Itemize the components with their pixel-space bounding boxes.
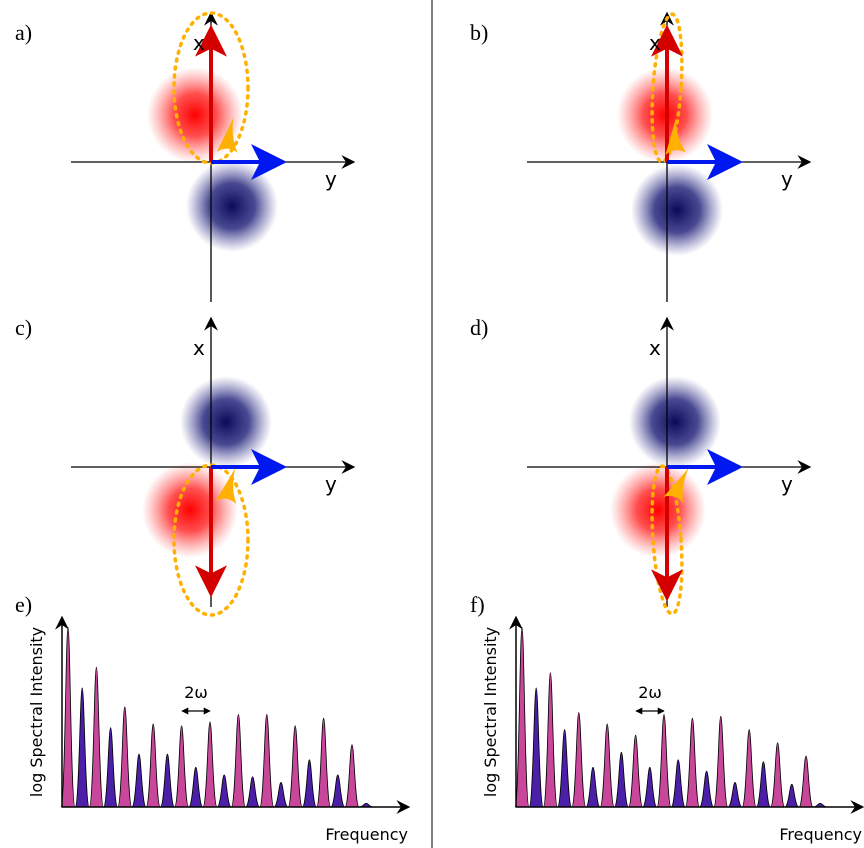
red-orbital (610, 462, 706, 558)
spectral-peak (245, 776, 260, 808)
panel-label: d) (470, 315, 488, 340)
axis-label: x (193, 336, 205, 360)
spectral-peak (614, 751, 629, 808)
spectral-peak (231, 713, 246, 808)
spectral-peak (585, 766, 601, 808)
spacing-label: 2ω (184, 683, 208, 702)
spectral-peak (770, 742, 785, 808)
axis-label: y (781, 167, 793, 191)
spectral-peak (287, 725, 303, 808)
spectral-peak (528, 687, 544, 808)
spectral-peak (89, 666, 104, 808)
panel-label: f) (470, 592, 485, 617)
spacing-label: 2ω (638, 683, 662, 702)
spectral-peak (216, 774, 232, 808)
spectral-peak (174, 725, 189, 808)
spectral-peak (514, 627, 530, 808)
spectral-peak (628, 734, 643, 808)
spectral-peak (344, 744, 360, 808)
spectral-peak (571, 712, 587, 808)
red-orbital (142, 462, 238, 558)
spectral-peak (302, 759, 317, 808)
axis-label: y (781, 472, 793, 496)
spectral-peak (557, 729, 572, 808)
yellow-arrowhead (663, 467, 689, 504)
spectral-peak (330, 774, 346, 808)
panel-label: a) (15, 20, 32, 45)
panel-label: e) (15, 592, 32, 617)
spectral-peak (670, 759, 686, 808)
axis-label: y (325, 472, 337, 496)
red-orbital (147, 67, 243, 163)
axis-label: x (649, 31, 661, 55)
blue-orbital (629, 376, 721, 468)
spectral-peak (60, 627, 76, 808)
spectral-peak (188, 766, 204, 808)
spectral-peak (316, 717, 331, 808)
spectral-peak (259, 713, 275, 808)
spectral-peak (642, 766, 658, 808)
blue-orbital (180, 376, 272, 468)
axis-label: x (193, 31, 205, 55)
y-axis-label: log Spectral Intensity (27, 627, 46, 797)
x-axis-label: Frequency (779, 825, 862, 844)
spectral-peak (160, 753, 175, 808)
spectral-peak (145, 723, 161, 808)
blue-orbital (186, 160, 278, 252)
yellow-arrowhead (216, 117, 238, 153)
panel-label: b) (470, 20, 488, 45)
y-axis-label: log Spectral Intensity (481, 627, 500, 797)
spectral-peak (741, 729, 757, 808)
axis-label: y (325, 167, 337, 191)
spectral-peak (273, 782, 289, 808)
spectral-peak (74, 687, 90, 808)
spectral-peak (656, 713, 672, 808)
x-axis-label: Frequency (325, 825, 408, 844)
spectral-peak (131, 753, 147, 808)
spectral-peak (727, 782, 743, 808)
trajectory (650, 12, 684, 164)
axis-label: x (649, 336, 661, 360)
spectral-peak (599, 723, 615, 808)
spectral-peak (685, 717, 700, 808)
panel-label: c) (15, 315, 32, 340)
blue-orbital (631, 164, 723, 256)
spectral-peak (103, 727, 118, 808)
trajectory (650, 464, 684, 616)
yellow-arrowhead (665, 118, 687, 156)
spectral-peak (202, 721, 218, 808)
spectral-peak (117, 706, 133, 808)
spectral-peak (756, 761, 771, 808)
spectral-peak (543, 672, 558, 808)
spectral-peak (798, 755, 814, 808)
spectral-peak (699, 770, 714, 808)
yellow-arrowhead (215, 468, 237, 504)
spectral-peak (784, 783, 800, 808)
spectral-peak (713, 715, 729, 808)
